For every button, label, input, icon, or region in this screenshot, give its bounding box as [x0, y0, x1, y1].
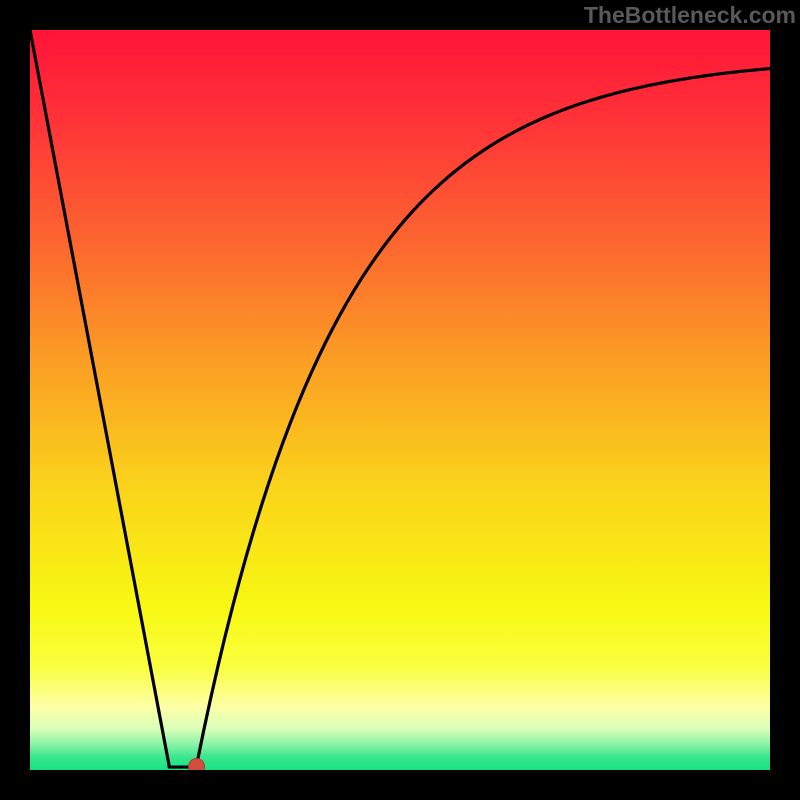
plot-area — [30, 30, 770, 770]
optimum-marker — [188, 758, 205, 770]
bottleneck-curve — [30, 30, 770, 770]
watermark-text: TheBottleneck.com — [584, 2, 796, 29]
